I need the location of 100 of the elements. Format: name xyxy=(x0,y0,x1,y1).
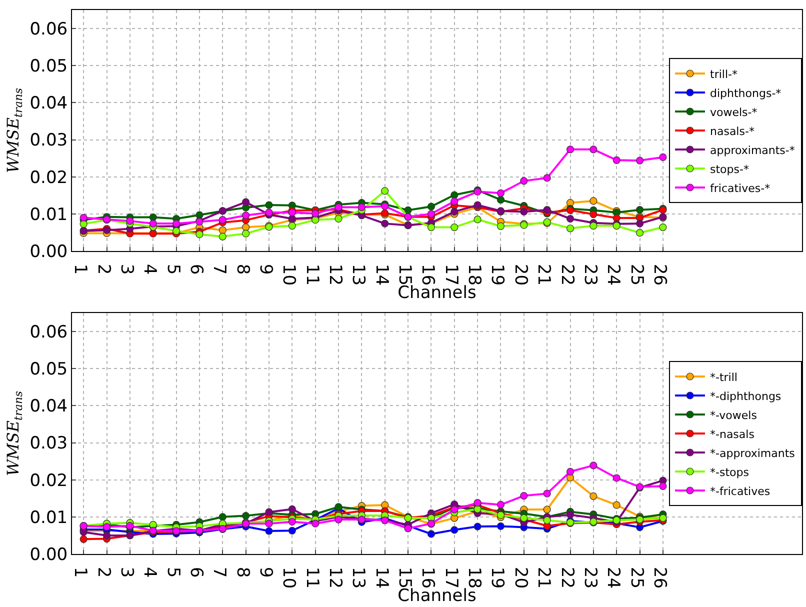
point xyxy=(404,206,412,214)
point xyxy=(450,526,458,534)
x-tick-label: 14 xyxy=(371,264,392,286)
point xyxy=(450,191,458,199)
x-tick-label: 18 xyxy=(464,566,484,589)
x-tick-label: 26 xyxy=(649,264,670,286)
x-tick-label: 20 xyxy=(510,264,530,286)
point xyxy=(172,220,180,228)
x-tick-label: 12 xyxy=(325,566,346,589)
point xyxy=(242,223,250,232)
legend-label: *-trill xyxy=(710,370,738,384)
x-tick-label: 11 xyxy=(302,566,322,589)
legend-label: *-approximants xyxy=(710,446,796,460)
point xyxy=(590,210,598,218)
x-tick-label: 21 xyxy=(534,566,554,589)
y-tick-label: 0.05 xyxy=(30,56,68,77)
point xyxy=(312,520,320,528)
legend-label: *-fricatives xyxy=(710,484,770,498)
point xyxy=(520,492,528,500)
x-tick-label: 11 xyxy=(302,264,322,286)
point xyxy=(334,516,342,524)
x-tick-label: 9 xyxy=(255,566,276,578)
x-tick-label: 22 xyxy=(556,264,577,286)
legend-label: diphthongs-* xyxy=(710,86,782,100)
x-tick-label: 8 xyxy=(232,264,252,275)
x-tick-label: 4 xyxy=(140,566,160,578)
point xyxy=(659,223,667,232)
x-tick-label: 22 xyxy=(556,566,577,589)
point xyxy=(288,222,296,230)
point xyxy=(102,523,111,531)
point xyxy=(543,174,551,182)
point xyxy=(636,206,644,214)
point xyxy=(496,222,505,230)
x-axis-title: Channels xyxy=(398,586,476,606)
point xyxy=(242,212,250,220)
point xyxy=(242,512,250,520)
point xyxy=(636,156,644,164)
point xyxy=(149,213,157,222)
x-tick-label: 9 xyxy=(255,264,276,275)
point xyxy=(590,146,598,154)
y-tick-label: 0.06 xyxy=(30,322,68,342)
point xyxy=(612,156,620,164)
point xyxy=(566,468,574,476)
x-tick-label: 14 xyxy=(371,566,392,589)
y-tick-label: 0.03 xyxy=(30,130,68,151)
x-tick-label: 13 xyxy=(348,264,368,286)
x-tick-label: 10 xyxy=(278,264,299,286)
point xyxy=(496,196,505,204)
y-tick-label: 0.02 xyxy=(30,470,68,491)
point xyxy=(242,230,250,238)
x-tick-label: 16 xyxy=(418,264,438,286)
point xyxy=(543,206,551,214)
x-tick-label: 25 xyxy=(626,264,646,286)
point xyxy=(196,230,204,238)
point xyxy=(381,187,389,195)
point xyxy=(450,198,458,206)
x-tick-label: 15 xyxy=(394,264,415,286)
x-tick-label: 13 xyxy=(348,566,368,589)
legend-label: approximants-* xyxy=(710,144,796,157)
x-tick-label: 23 xyxy=(580,566,600,589)
point xyxy=(218,232,226,240)
point xyxy=(288,518,296,526)
x-tick-label: 23 xyxy=(580,264,600,286)
point xyxy=(590,197,598,205)
point xyxy=(334,214,342,223)
point xyxy=(496,189,505,197)
legend-label: *-stops xyxy=(710,466,750,479)
x-tick-label: 7 xyxy=(209,264,230,275)
point xyxy=(80,220,88,228)
y-tick-label: 0.00 xyxy=(30,242,68,262)
y-tick-label: 0.03 xyxy=(30,434,68,454)
y-tick-label: 0.02 xyxy=(30,168,68,188)
point xyxy=(636,229,644,237)
point xyxy=(218,216,226,224)
x-tick-label: 2 xyxy=(93,566,114,578)
point xyxy=(496,522,505,530)
x-tick-label: 18 xyxy=(464,264,484,286)
point xyxy=(659,153,667,161)
x-tick-label: 5 xyxy=(162,566,183,578)
legend-label: *-nasals xyxy=(710,428,755,441)
point xyxy=(288,505,296,513)
legend-label: vowels-* xyxy=(710,106,758,119)
x-tick-label: 16 xyxy=(418,566,438,589)
point xyxy=(218,513,226,521)
point xyxy=(242,198,250,206)
legend-label: fricatives-* xyxy=(710,182,771,195)
point xyxy=(80,535,88,543)
x-tick-label: 3 xyxy=(116,264,136,275)
point xyxy=(636,220,644,228)
point xyxy=(288,526,296,534)
x-tick-label: 26 xyxy=(649,566,670,589)
point xyxy=(427,530,436,538)
legend-label: *-vowels xyxy=(710,408,758,422)
x-tick-label: 20 xyxy=(510,566,530,589)
point xyxy=(149,220,157,228)
point xyxy=(265,527,273,535)
point xyxy=(543,506,551,514)
x-tick-label: 17 xyxy=(440,566,461,589)
point xyxy=(450,208,458,216)
x-tick-label: 25 xyxy=(626,566,646,589)
